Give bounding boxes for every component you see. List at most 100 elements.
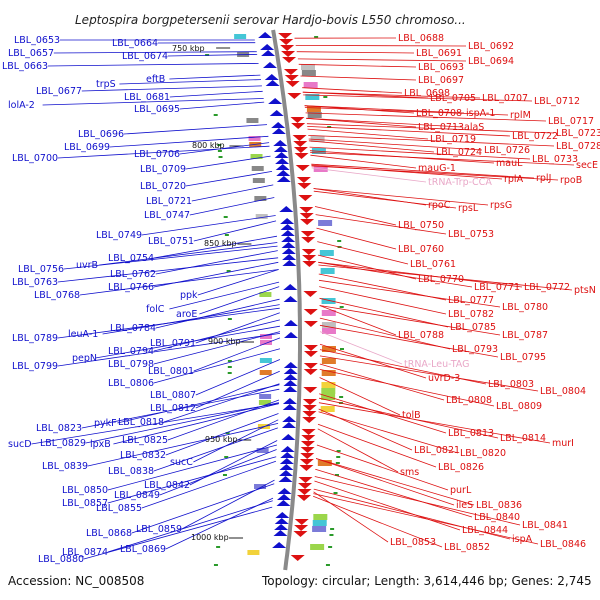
right-gene-label[interactable]: LBL_0708 (416, 108, 462, 119)
right-gene-label[interactable]: tolB (402, 410, 421, 421)
left-gene-label[interactable]: LBL_0695 (134, 104, 180, 115)
left-gene-label[interactable]: sucD (8, 439, 32, 450)
left-gene-label[interactable]: LBL_0747 (144, 210, 190, 221)
left-gene-label[interactable]: LBL_0855 (96, 503, 142, 514)
left-gene-label[interactable]: LBL_0720 (140, 181, 186, 192)
right-gene-label[interactable]: LBL_0719 (430, 134, 476, 145)
right-gene-label[interactable]: LBL_0692 (468, 41, 514, 52)
right-gene-label[interactable]: LBL_0707 (482, 93, 528, 104)
left-gene-label[interactable]: LBL_0763 (12, 277, 58, 288)
left-gene-label[interactable]: LBL_0754 (108, 253, 154, 264)
left-gene-label[interactable]: LBL_0768 (34, 290, 80, 301)
left-gene-label[interactable]: folC (146, 304, 165, 315)
right-gene-label[interactable]: LBL_0840 (474, 512, 520, 523)
left-gene-label[interactable]: LBL_0806 (108, 378, 154, 389)
right-gene-label[interactable]: LBL_0777 (448, 295, 494, 306)
left-gene-label[interactable]: LBL_0842 (144, 480, 190, 491)
right-gene-label[interactable]: rpoC (428, 200, 451, 211)
left-gene-label[interactable]: aroE (176, 309, 197, 320)
left-gene-label[interactable]: LBL_0706 (134, 149, 180, 160)
left-gene-label[interactable]: LBL_0789 (12, 333, 58, 344)
left-gene-label[interactable]: trpS (96, 79, 116, 90)
right-gene-label[interactable]: mauL (496, 158, 523, 169)
left-gene-label[interactable]: eftB (146, 74, 165, 85)
left-gene-label[interactable]: LBL_0799 (12, 361, 58, 372)
right-gene-label[interactable]: LBL_0750 (398, 220, 444, 231)
left-gene-label[interactable]: LBL_0812 (150, 403, 196, 414)
left-gene-label[interactable]: LBL_0709 (140, 164, 186, 175)
right-gene-label[interactable]: LBL_0821 (414, 445, 460, 456)
left-gene-label[interactable]: LBL_0791 (150, 338, 196, 349)
right-gene-label[interactable]: LBL_0722 (512, 131, 558, 142)
right-gene-label[interactable]: ileS (456, 500, 473, 511)
left-gene-label[interactable]: LBL_0794 (108, 346, 154, 357)
right-gene-label[interactable]: tRNA-Leu-TAG (404, 359, 469, 370)
left-gene-label[interactable]: LBL_0850 (62, 485, 108, 496)
left-gene-label[interactable]: LBL_0880 (38, 554, 84, 565)
right-gene-label[interactable]: rpsL (458, 203, 479, 214)
right-gene-label[interactable]: purL (450, 485, 472, 496)
left-gene-label[interactable]: LBL_0857 (62, 498, 108, 509)
left-gene-label[interactable]: LBL_0756 (18, 264, 64, 275)
right-gene-label[interactable]: ispA-1 (466, 108, 495, 119)
right-gene-label[interactable]: LBL_0705 (430, 93, 476, 104)
right-gene-label[interactable]: LBL_0770 (418, 274, 464, 285)
right-gene-label[interactable]: LBL_0820 (460, 448, 506, 459)
left-gene-label[interactable]: lpxB (90, 439, 111, 450)
right-gene-label[interactable]: LBL_0724 (436, 147, 482, 158)
right-gene-label[interactable]: LBL_0788 (398, 330, 444, 341)
right-gene-label[interactable]: LBL_0713 (418, 122, 464, 133)
right-gene-label[interactable]: LBL_0793 (452, 344, 498, 355)
right-gene-label[interactable]: LBL_0852 (444, 542, 490, 553)
right-gene-label[interactable]: uvrD-3 (428, 373, 460, 384)
right-gene-label[interactable]: LBL_0772 (524, 282, 570, 293)
right-gene-label[interactable]: LBL_0813 (448, 428, 494, 439)
right-gene-label[interactable]: LBL_0780 (502, 302, 548, 313)
left-gene-label[interactable]: LBL_0677 (36, 86, 82, 97)
right-gene-label[interactable]: LBL_0688 (398, 33, 444, 44)
right-gene-label[interactable]: LBL_0691 (416, 48, 462, 59)
right-gene-label[interactable]: rpoB (560, 175, 582, 186)
right-gene-label[interactable]: LBL_0826 (438, 462, 484, 473)
left-gene-label[interactable]: lolA-2 (8, 100, 35, 111)
right-gene-label[interactable]: LBL_0844 (462, 525, 508, 536)
right-gene-label[interactable]: LBL_0795 (500, 352, 546, 363)
right-gene-label[interactable]: LBL_0803 (488, 379, 534, 390)
left-gene-label[interactable]: LBL_0700 (12, 153, 58, 164)
left-gene-label[interactable]: LBL_0784 (110, 323, 156, 334)
left-gene-label[interactable]: LBL_0807 (150, 390, 196, 401)
right-gene-label[interactable]: LBL_0733 (532, 154, 578, 165)
left-gene-label[interactable]: LBL_0762 (110, 269, 156, 280)
right-gene-label[interactable]: LBL_0693 (418, 62, 464, 73)
right-gene-label[interactable]: secE (576, 160, 598, 171)
left-gene-label[interactable]: LBL_0874 (62, 547, 108, 558)
right-gene-label[interactable]: LBL_0753 (448, 229, 494, 240)
left-gene-label[interactable]: LBL_0699 (64, 142, 110, 153)
left-gene-label[interactable]: sucC (170, 457, 193, 468)
left-gene-label[interactable]: LBL_0838 (108, 466, 154, 477)
left-gene-label[interactable]: LBL_0766 (108, 282, 154, 293)
right-gene-label[interactable]: LBL_0717 (548, 116, 594, 127)
right-gene-label[interactable]: LBL_0846 (540, 539, 586, 550)
right-gene-label[interactable]: LBL_0782 (448, 309, 494, 320)
right-gene-label[interactable]: rplA (504, 174, 524, 185)
left-gene-label[interactable]: LBL_0749 (96, 230, 142, 241)
right-gene-label[interactable]: rpsG (490, 200, 512, 211)
left-gene-label[interactable]: pepN (72, 353, 97, 364)
left-gene-label[interactable]: LBL_0681 (124, 92, 170, 103)
left-gene-label[interactable]: pykF (94, 418, 117, 429)
right-gene-label[interactable]: LBL_0694 (468, 56, 514, 67)
left-gene-label[interactable]: leuA-1 (68, 329, 98, 340)
left-gene-label[interactable]: ppk (180, 290, 198, 301)
right-gene-label[interactable]: LBL_0809 (496, 401, 542, 412)
left-gene-label[interactable]: LBL_0798 (108, 359, 154, 370)
left-gene-label[interactable]: LBL_0825 (122, 435, 168, 446)
right-gene-label[interactable]: tRNA-Trp-CCA (428, 177, 492, 188)
right-gene-label[interactable]: LBL_0804 (540, 386, 586, 397)
right-gene-label[interactable]: LBL_0760 (398, 244, 444, 255)
right-gene-label[interactable]: LBL_0814 (500, 433, 546, 444)
right-gene-label[interactable]: LBL_0726 (484, 145, 530, 156)
left-gene-label[interactable]: LBL_0859 (136, 524, 182, 535)
left-gene-label[interactable]: LBL_0696 (78, 129, 124, 140)
left-gene-label[interactable]: LBL_0818 (118, 417, 164, 428)
